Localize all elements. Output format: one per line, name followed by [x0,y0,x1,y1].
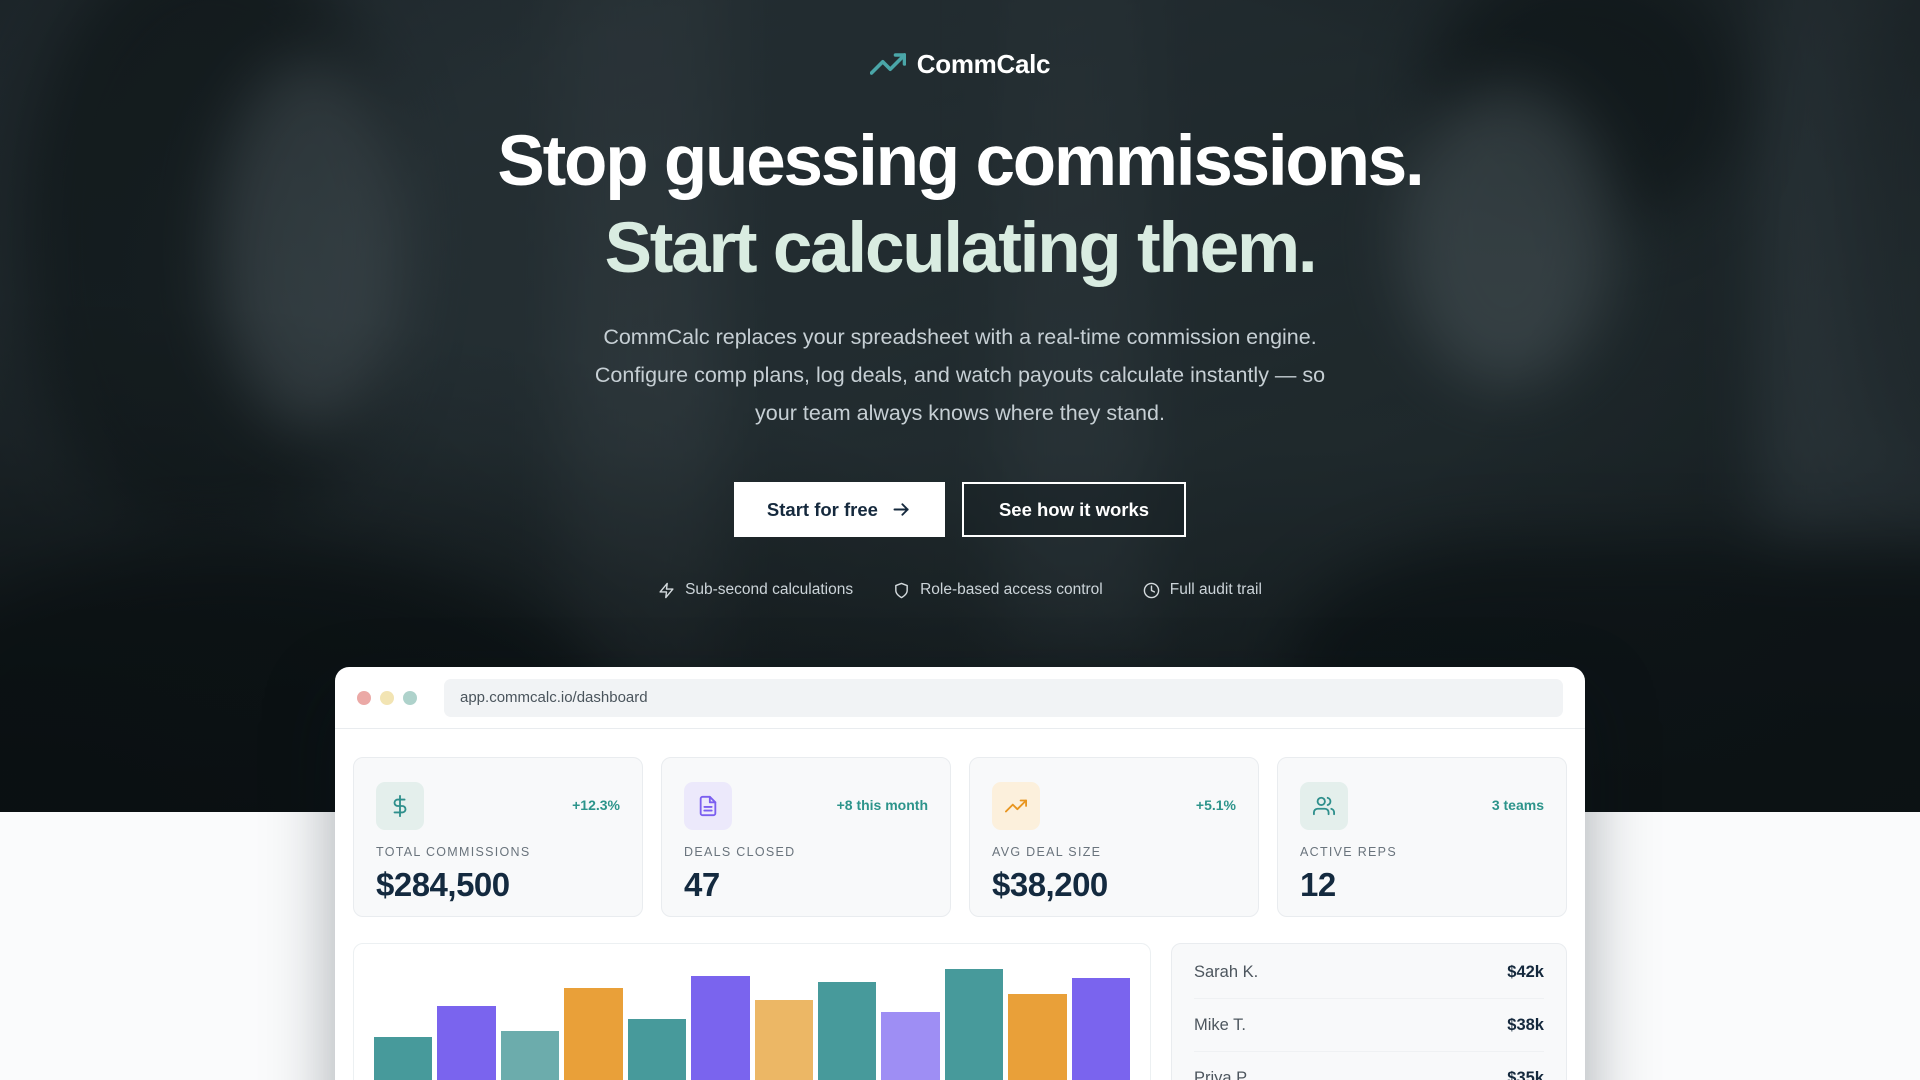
dashboard-content: +12.3% TOTAL COMMISSIONS $284,500 +8 thi… [335,729,1585,1080]
bar [944,969,1004,1080]
trend-badge: +8 this month [836,797,928,813]
leaderboard-row: Sarah K. $42k [1194,946,1544,999]
bar [437,1006,496,1080]
trend-badge: +5.1% [1195,797,1236,813]
trending-up-icon [869,53,906,75]
feature-badge-speed: Sub-second calculations [658,581,853,599]
bar [817,982,877,1080]
trend-badge: 3 teams [1491,797,1544,813]
bar [1008,994,1067,1080]
stat-label: DEALS CLOSED [684,845,796,859]
file-text-icon [684,782,732,830]
dollar-icon [376,782,424,830]
stat-value: 12 [1300,866,1336,903]
stat-card-total-commissions: +12.3% TOTAL COMMISSIONS $284,500 [353,757,643,917]
bar [1071,978,1131,1080]
hero-subheadline: CommCalc replaces your spreadsheet with … [594,325,1326,425]
arrow-right-icon [893,503,909,516]
rep-name: Priya P. [1194,1069,1250,1080]
commissions-chart-card [353,943,1151,1080]
close-dot-icon [357,690,371,705]
rep-amount: $35k [1507,1069,1544,1080]
start-for-free-button[interactable]: Start for free [733,482,945,537]
rep-amount: $38k [1507,1015,1544,1034]
trending-up-icon [992,782,1040,830]
bar [691,976,750,1080]
leaderboard-row: Priya P. $35k [1194,1052,1544,1080]
users-icon [1300,782,1348,830]
stat-label: ACTIVE REPS [1300,845,1397,859]
browser-chrome: app.commcalc.io/dashboard [335,667,1585,729]
stat-value: 47 [684,866,720,903]
stats-row: +12.3% TOTAL COMMISSIONS $284,500 +8 thi… [353,757,1567,917]
url-bar: app.commcalc.io/dashboard [444,678,1563,717]
see-how-it-works-button[interactable]: See how it works [961,482,1187,537]
feature-badge-audit: Full audit trail [1143,581,1262,599]
brand-name: CommCalc [916,48,1051,79]
shield-icon [895,582,908,598]
url-text: app.commcalc.io/dashboard [460,689,648,706]
bar [564,988,623,1080]
rep-name: Mike T. [1194,1015,1246,1034]
bottom-row: Sarah K. $42k Mike T. $38k Priya P. $35k [353,943,1567,1080]
stat-label: AVG DEAL SIZE [992,845,1102,859]
trend-badge: +12.3% [572,797,620,813]
stat-card-deals-closed: +8 this month DEALS CLOSED 47 [661,757,951,917]
bar [881,1012,940,1080]
bar-chart [374,964,1131,1080]
hero-headline: Stop guessing commissions. Start calcula… [497,118,1424,292]
headline-line-2: Start calculating them. [604,209,1318,288]
leaderboard-row: Mike T. $38k [1194,999,1544,1052]
cta-row: Start for free See how it works [733,482,1187,537]
stat-card-active-reps: 3 teams ACTIVE REPS 12 [1277,757,1567,917]
clock-icon [1143,582,1160,598]
headline-line-1: Stop guessing commissions. [497,122,1424,201]
zap-icon [659,582,674,598]
stat-value: $284,500 [376,866,510,903]
bar [627,1019,687,1080]
window-controls [357,690,417,705]
feature-badge-access: Role-based access control [893,581,1103,599]
feature-badges: Sub-second calculations Role-based acces… [658,581,1262,599]
brand-logo: CommCalc [869,46,1051,82]
stat-value: $38,200 [992,866,1108,903]
stat-label: TOTAL COMMISSIONS [376,845,531,859]
stat-card-avg-deal-size: +5.1% AVG DEAL SIZE $38,200 [969,757,1259,917]
bar [374,1037,433,1080]
minimize-dot-icon [380,690,394,705]
rep-leaderboard: Sarah K. $42k Mike T. $38k Priya P. $35k [1171,943,1567,1080]
rep-name: Sarah K. [1194,962,1259,981]
dashboard-mockup-window: app.commcalc.io/dashboard +12.3% TOTAL C… [335,667,1585,1080]
bar [754,1000,813,1080]
rep-amount: $42k [1507,962,1544,981]
maximize-dot-icon [403,690,417,705]
bar [500,1031,560,1080]
